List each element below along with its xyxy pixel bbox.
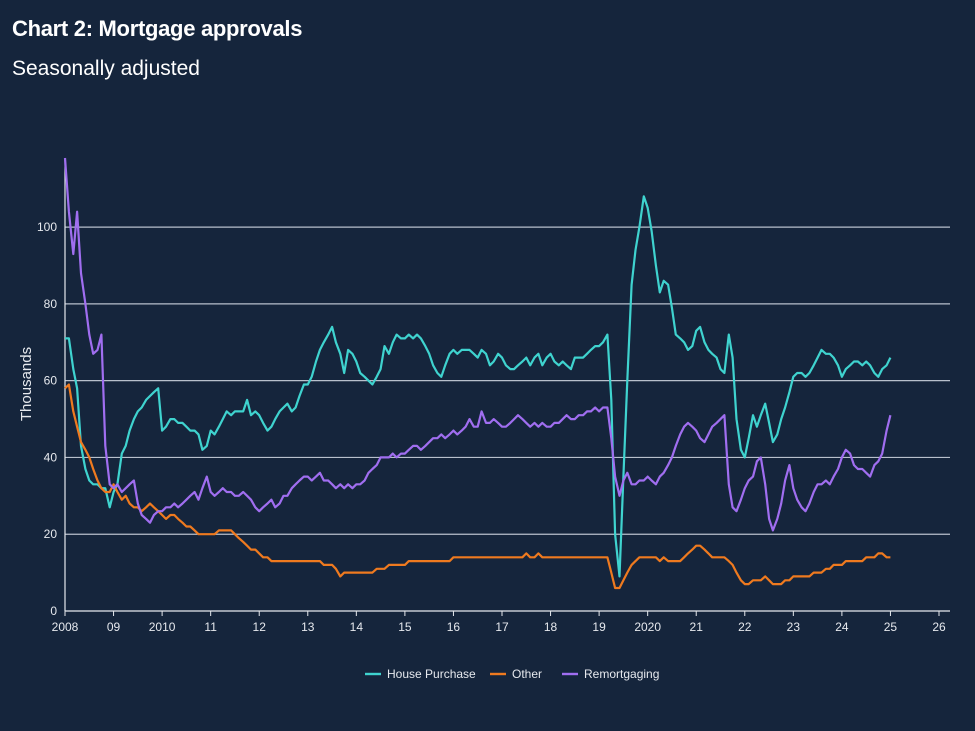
x-axis-ticks: 2008 09 2010 11 12 13 14 15 16 17 18 19 2020 21 22 23 24… <box>52 611 946 634</box>
y-axis-ticks: 0 20 40 60 80 100 <box>37 220 57 618</box>
legend-label: Other <box>512 667 542 681</box>
x-tick-label: 2020 <box>634 620 661 634</box>
x-tick-label: 12 <box>253 620 267 634</box>
x-tick-label: 15 <box>398 620 412 634</box>
x-tick-label: 09 <box>107 620 121 634</box>
x-tick-label: 19 <box>592 620 606 634</box>
y-axis-label: Thousands <box>18 347 35 421</box>
x-tick-label: 14 <box>350 620 364 634</box>
chart-subtitle: Seasonally adjusted <box>12 57 200 80</box>
axes <box>64 158 950 612</box>
legend-label: House Purchase <box>387 667 476 681</box>
legend-label: Remortgaging <box>584 667 659 681</box>
chart-title: Chart 2: Mortgage approvals <box>12 16 303 41</box>
legend: House Purchase Other Remortgaging <box>365 667 659 681</box>
x-tick-label: 18 <box>544 620 558 634</box>
y-tick-label: 60 <box>44 374 58 388</box>
x-tick-label: 23 <box>787 620 801 634</box>
x-tick-label: 21 <box>690 620 704 634</box>
x-tick-label: 25 <box>884 620 898 634</box>
series-line-other <box>64 383 891 590</box>
x-tick-label: 2008 <box>52 620 79 634</box>
y-tick-label: 40 <box>44 450 58 464</box>
x-tick-label: 16 <box>447 620 461 634</box>
y-tick-label: 20 <box>44 527 58 541</box>
series-line-remortgaging <box>63 157 892 532</box>
y-tick-label: 100 <box>37 220 57 234</box>
x-tick-label: 26 <box>932 620 946 634</box>
y-tick-label: 0 <box>50 604 57 618</box>
x-tick-label: 2010 <box>149 620 176 634</box>
gridlines <box>65 226 950 535</box>
x-tick-label: 17 <box>495 620 509 634</box>
y-tick-label: 80 <box>44 297 58 311</box>
x-tick-label: 22 <box>738 620 752 634</box>
x-tick-label: 24 <box>835 620 849 634</box>
series-lines <box>63 157 892 590</box>
x-tick-label: 11 <box>204 620 217 634</box>
series-line-house-purchase <box>65 195 892 578</box>
x-tick-label: 13 <box>301 620 315 634</box>
